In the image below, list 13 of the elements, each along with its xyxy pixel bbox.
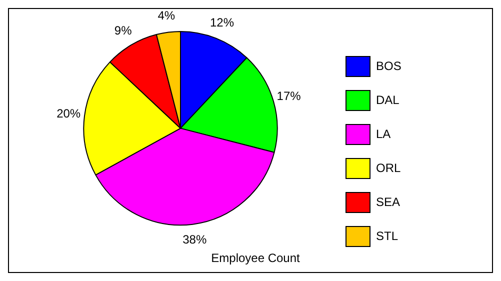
data-label: 17% [276,89,302,104]
data-label: 4% [158,8,176,23]
legend-label: DAL [376,92,400,107]
data-label: 38% [182,232,207,247]
legend-label: STL [376,228,398,243]
legend-label: ORL [376,160,401,175]
legend-label: LA [376,126,391,141]
data-label: 12% [210,16,234,30]
data-label: 9% [114,24,132,38]
data-label: 20% [56,106,81,120]
legend-label: SEA [376,194,400,209]
text: Employee Count [211,251,301,266]
legend-label: BOS [376,58,402,73]
